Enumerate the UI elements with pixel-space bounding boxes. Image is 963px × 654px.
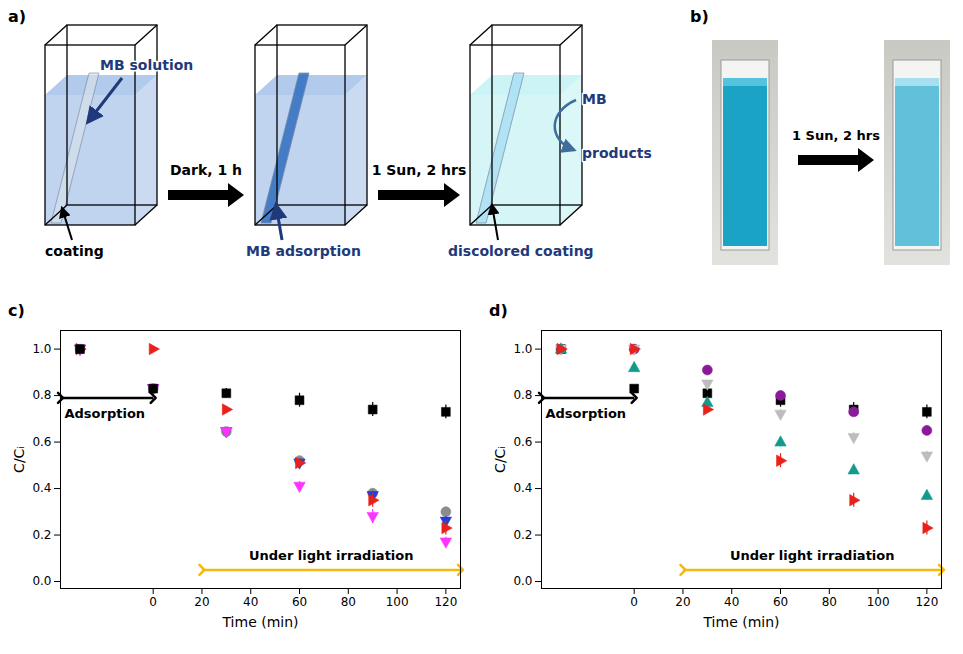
svg-text:1 Sun, 2 hrs: 1 Sun, 2 hrs — [792, 128, 880, 143]
svg-text:products: products — [582, 145, 652, 161]
svg-text:0.4: 0.4 — [513, 481, 532, 495]
svg-text:1.0: 1.0 — [32, 342, 51, 356]
svg-text:C/Cᵢ: C/Cᵢ — [492, 446, 508, 473]
svg-text:0: 0 — [149, 595, 157, 609]
svg-text:40: 40 — [243, 595, 258, 609]
svg-text:MB adsorption: MB adsorption — [246, 243, 361, 259]
svg-text:100: 100 — [386, 595, 409, 609]
svg-text:80: 80 — [822, 595, 837, 609]
svg-text:20: 20 — [675, 595, 690, 609]
svg-text:C/Cᵢ: C/Cᵢ — [11, 446, 27, 473]
svg-text:Time (min): Time (min) — [221, 614, 298, 630]
svg-text:0.2: 0.2 — [32, 528, 51, 542]
svg-text:MB solution: MB solution — [100, 57, 193, 73]
svg-text:Adsorption: Adsorption — [65, 406, 146, 421]
svg-text:b): b) — [690, 7, 709, 26]
svg-text:0.6: 0.6 — [513, 435, 532, 449]
svg-text:0.0: 0.0 — [513, 574, 532, 588]
html-text:d): d) — [489, 301, 508, 320]
svg-text:0: 0 — [630, 595, 638, 609]
svg-text:1 Sun, 2 hrs: 1 Sun, 2 hrs — [372, 162, 467, 178]
svg-text:0.8: 0.8 — [32, 388, 51, 402]
svg-text:20: 20 — [194, 595, 209, 609]
svg-text:0.8: 0.8 — [513, 388, 532, 402]
html-text:c): c) — [8, 301, 25, 320]
svg-text:Adsorption: Adsorption — [546, 406, 627, 421]
svg-text:0.0: 0.0 — [32, 574, 51, 588]
svg-text:0.6: 0.6 — [32, 435, 51, 449]
svg-text:discolored coating: discolored coating — [448, 243, 594, 259]
svg-text:0.4: 0.4 — [32, 481, 51, 495]
svg-text:40: 40 — [724, 595, 739, 609]
svg-text:100: 100 — [867, 595, 890, 609]
svg-text:0.2: 0.2 — [513, 528, 532, 542]
svg-text:120: 120 — [915, 595, 938, 609]
svg-text:a): a) — [8, 7, 26, 26]
svg-text:Under light irradiation: Under light irradiation — [730, 548, 895, 563]
svg-text:MB: MB — [582, 91, 607, 107]
svg-text:Time (min): Time (min) — [702, 614, 779, 630]
svg-text:60: 60 — [292, 595, 307, 609]
svg-text:1.0: 1.0 — [513, 342, 532, 356]
svg-text:coating: coating — [45, 243, 104, 259]
svg-text:60: 60 — [773, 595, 788, 609]
svg-text:120: 120 — [434, 595, 457, 609]
svg-text:Under light irradiation: Under light irradiation — [249, 548, 414, 563]
svg-text:Dark, 1 h: Dark, 1 h — [170, 162, 242, 178]
svg-text:80: 80 — [341, 595, 356, 609]
